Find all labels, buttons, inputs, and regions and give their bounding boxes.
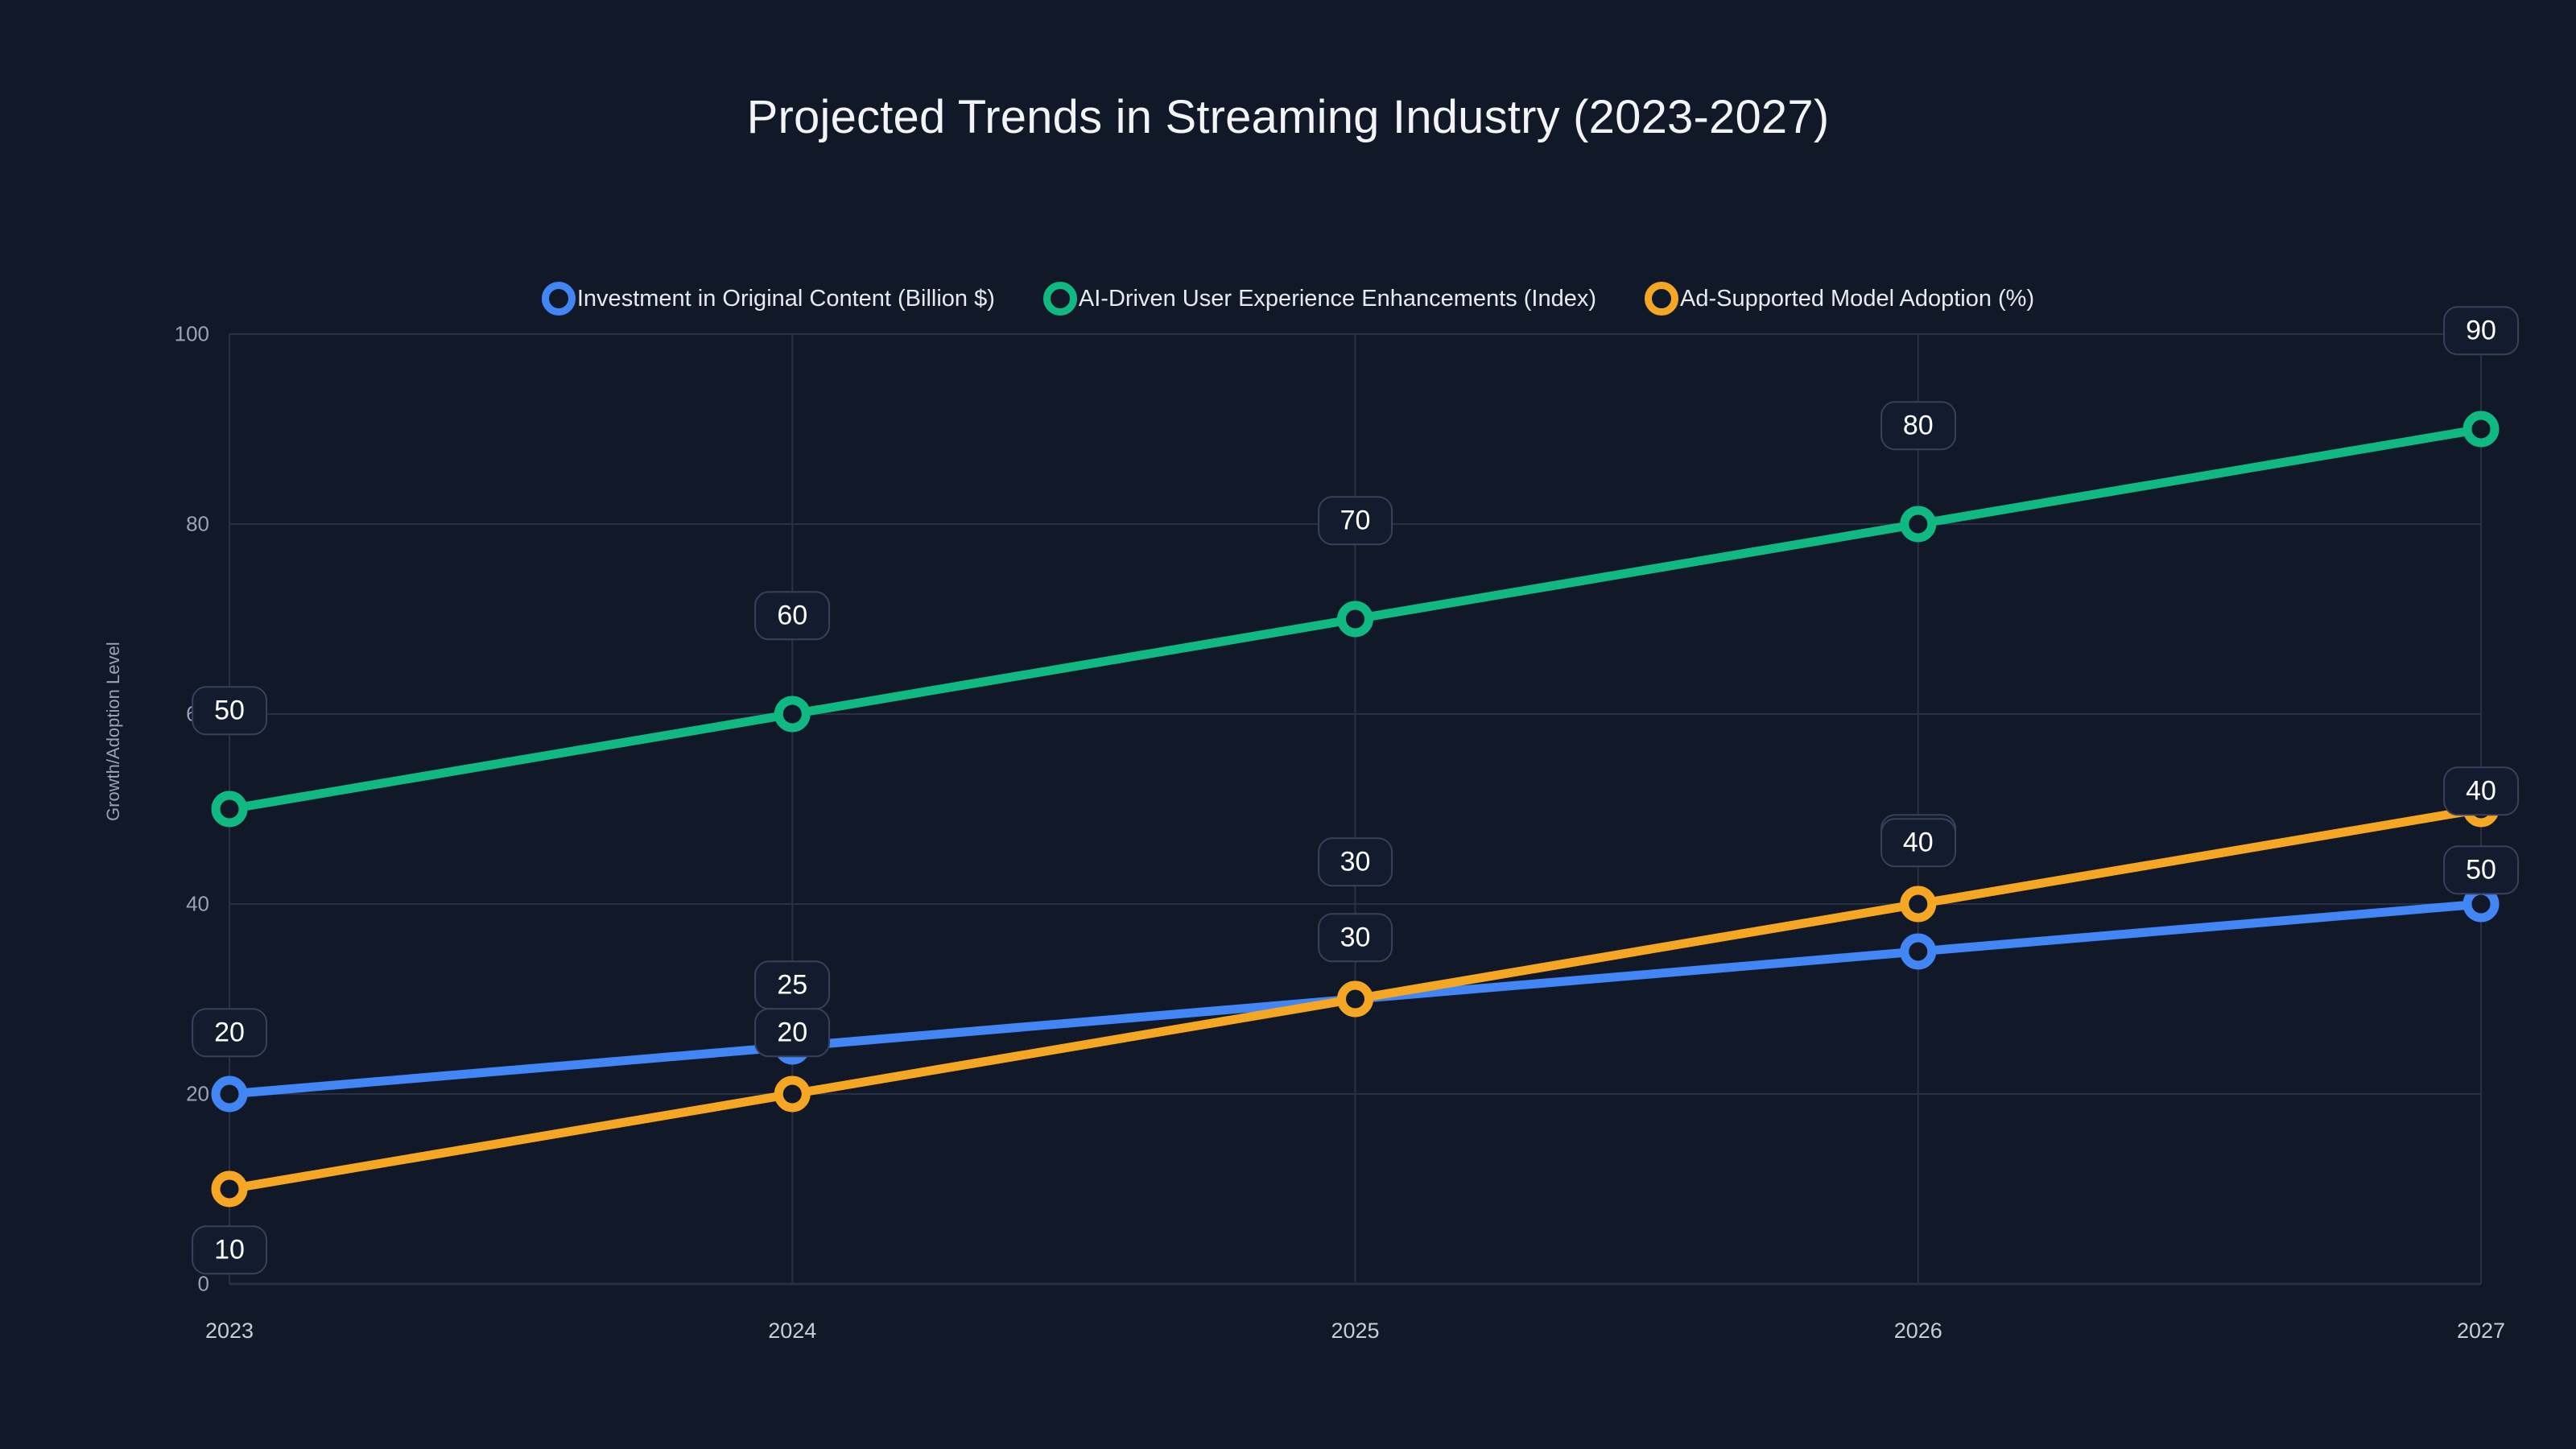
y-axis-tick-label: 40 (186, 891, 209, 916)
y-axis-title: Growth/Adoption Level (103, 642, 123, 821)
legend-item-label: Ad-Supported Model Adoption (%) (1680, 285, 2035, 312)
data-point-label: 50 (2443, 845, 2519, 895)
data-point-label: 40 (2443, 766, 2519, 816)
data-point-label: 20 (192, 1008, 267, 1058)
data-point-label: 50 (192, 686, 267, 736)
x-axis-tick-label: 2023 (204, 1319, 254, 1343)
x-axis-tick-label: 2025 (1331, 1319, 1380, 1343)
data-point-marker[interactable] (774, 696, 811, 733)
y-axis-tick-label: 100 (174, 321, 209, 346)
data-point-label: 10 (192, 1225, 267, 1275)
data-point-marker[interactable] (1900, 933, 1937, 970)
data-point-label: 80 (1880, 401, 1956, 451)
legend-circle-icon (541, 282, 576, 316)
data-point-label: 30 (1317, 837, 1393, 887)
x-axis-tick-label: 2027 (2456, 1319, 2506, 1343)
x-axis-tick-label: 2024 (768, 1319, 817, 1343)
legend-item-1[interactable]: Investment in Original Content (Billion … (541, 282, 995, 316)
legend-item-label: Investment in Original Content (Billion … (576, 285, 995, 312)
legend-item-2[interactable]: AI-Driven User Experience Enhancements (… (1042, 282, 1597, 316)
data-point-label: 25 (754, 960, 831, 1010)
legend-item-label: AI-Driven User Experience Enhancements (… (1078, 285, 1597, 312)
legend-circle-icon (1042, 282, 1077, 316)
legend-item-3[interactable]: Ad-Supported Model Adoption (%) (1645, 282, 2034, 316)
data-point-marker[interactable] (1337, 980, 1373, 1018)
data-point-label: 60 (754, 591, 831, 641)
data-point-marker[interactable] (211, 1170, 248, 1208)
data-point-marker[interactable] (211, 1075, 248, 1113)
data-point-label: 20 (754, 1008, 831, 1058)
y-axis-tick-label: 0 (197, 1271, 209, 1296)
data-point-label: 40 (1880, 818, 1956, 868)
data-point-label: 90 (2443, 306, 2519, 356)
data-point-label: 70 (1317, 496, 1393, 546)
data-point-label: 30 (1317, 913, 1393, 963)
gridlines (229, 333, 2482, 1286)
data-point-marker[interactable] (774, 1075, 811, 1113)
data-point-marker[interactable] (2462, 411, 2500, 448)
data-point-marker[interactable] (1900, 886, 1937, 923)
y-axis-tick-label: 80 (186, 511, 209, 536)
chart-legend: Investment in Original Content (Billion … (0, 282, 2576, 316)
data-point-marker[interactable] (1900, 506, 1937, 543)
chart-title: Projected Trends in Streaming Industry (… (746, 91, 1830, 143)
data-point-marker[interactable] (211, 791, 248, 828)
x-axis-tick-label: 2026 (1893, 1319, 1942, 1343)
data-point-marker[interactable] (1337, 601, 1373, 638)
legend-circle-icon (1645, 282, 1679, 316)
y-axis-tick-label: 20 (186, 1081, 209, 1106)
series-2-markers (211, 411, 2500, 828)
